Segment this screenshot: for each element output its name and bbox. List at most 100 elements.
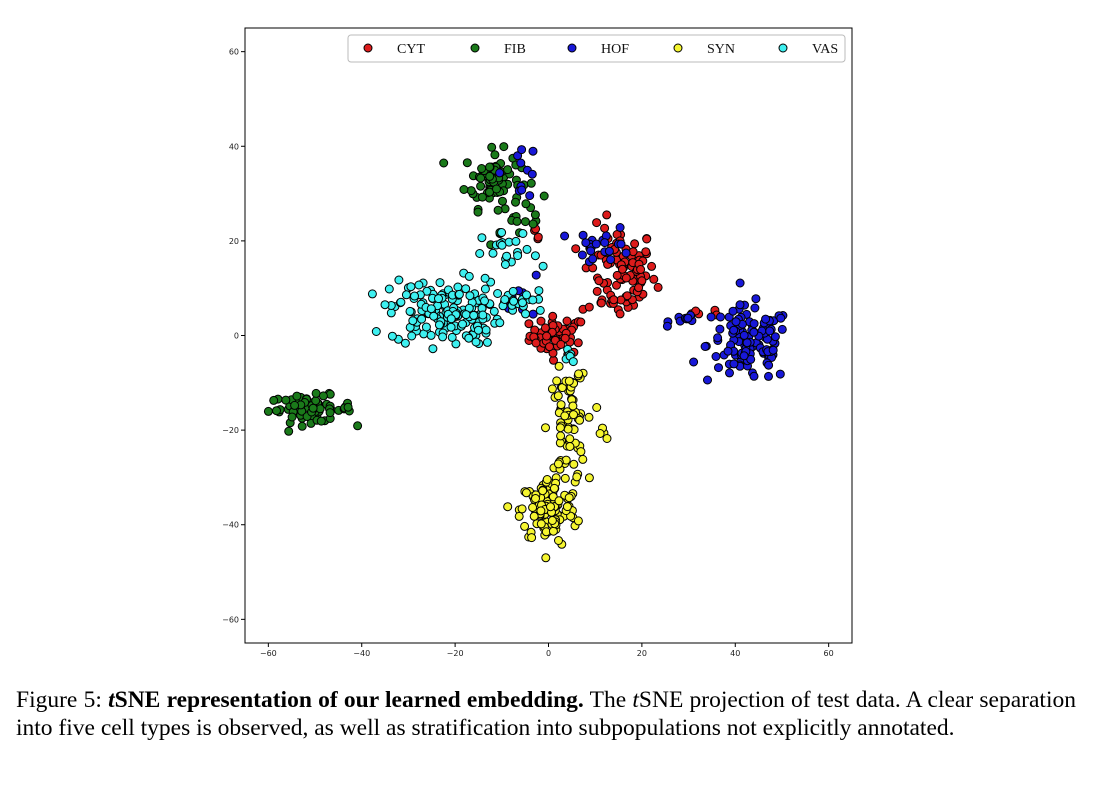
point-vas [371,327,381,336]
point-hof [713,333,723,343]
point-vas [434,320,444,330]
point-vas [568,357,578,367]
point-syn [547,384,557,394]
point-fib [485,162,495,172]
tsne-figure: −60 −40 −20 0 20 40 60 −60 −40 −20 0 20 40 60 CYT FIB… [222,27,853,658]
caption-text: SNE projection of test data. A clear sep… [16,687,1076,741]
point-fib [290,400,300,410]
point-hof [591,239,601,249]
point-cyt [653,282,663,292]
point-fib [477,192,487,202]
point-vas [481,325,491,335]
point-fib [311,396,321,406]
point-fib [343,402,353,412]
point-syn [576,447,586,457]
point-vas [502,251,512,261]
point-cyt [542,331,552,341]
point-hof [742,338,752,348]
point-vas [405,306,415,316]
point-hof [662,321,672,331]
point-vas [493,289,503,298]
point-fib [487,142,497,152]
point-vas [435,278,445,288]
point-fib [476,173,486,183]
point-cyt [621,273,631,283]
caption-title-text: SNE representation of our learned embedd… [114,687,584,713]
point-hof [716,312,725,322]
point-vas [473,325,483,335]
point-cyt [571,244,581,254]
point-hof [527,169,537,179]
point-vas [500,260,510,269]
point-hof [765,326,775,336]
point-fib [353,421,363,431]
point-vas [469,310,479,320]
point-cyt [592,218,602,228]
point-syn [521,488,531,498]
y-tick-label: −20 [222,426,239,435]
point-syn [529,511,539,521]
point-vas [538,261,548,271]
point-fib [263,406,273,416]
legend-marker-cyt [363,43,373,53]
point-fib [318,391,328,401]
point-hof [689,357,699,367]
point-vas [438,332,448,342]
legend-marker-syn [673,43,683,53]
point-vas [464,333,474,343]
point-hof [723,346,733,356]
point-cyt [636,265,646,274]
point-fib [499,142,509,152]
point-syn [584,412,594,422]
caption-text-before: The [583,687,633,713]
point-hof [577,250,587,260]
point-vas [408,316,418,326]
point-syn [602,434,612,443]
point-cyt [584,302,594,312]
point-hof [683,313,693,323]
point-vas [518,229,528,238]
point-syn [575,415,585,425]
point-vas [500,295,510,304]
point-vas [508,286,518,296]
x-tick-label: −20 [447,649,464,658]
point-syn [548,526,558,536]
point-fib [492,184,501,194]
point-syn [536,519,546,529]
point-hof [516,158,526,168]
point-fib [539,191,549,201]
point-syn [560,473,570,483]
point-vas [534,286,544,296]
point-vas [447,332,457,342]
point-fib [530,210,540,220]
point-cyt [615,309,625,319]
point-vas [406,282,416,292]
point-syn [556,400,566,410]
point-syn [520,521,530,531]
point-hof [729,325,739,335]
point-cyt [641,247,651,257]
point-vas [477,233,487,243]
point-hof [517,145,527,155]
point-cyt [573,338,583,348]
y-tick-label: −40 [222,521,239,530]
point-fib [511,197,520,207]
point-fib [272,406,281,416]
point-vas [410,291,419,301]
point-syn [572,472,582,482]
point-cyt [602,210,612,220]
point-vas [475,249,485,258]
point-cyt [642,234,652,244]
y-tick-label: −60 [222,615,239,624]
x-tick-label: 0 [546,649,551,658]
point-cyt [533,232,543,242]
point-syn [564,493,574,503]
point-cyt [536,316,546,326]
point-syn [536,506,546,516]
point-hof [715,324,725,334]
point-syn [556,431,566,441]
point-vas [380,300,390,310]
point-vas [426,304,436,314]
point-cyt [562,316,572,326]
point-hof [621,248,631,258]
